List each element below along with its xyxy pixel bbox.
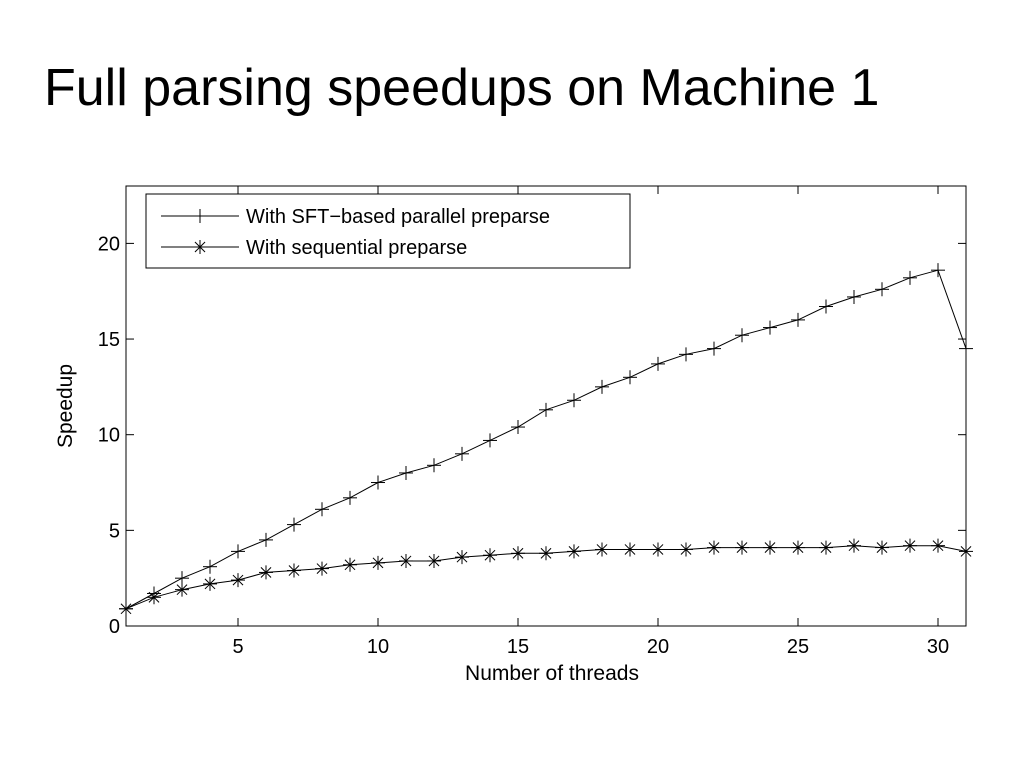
data-point xyxy=(735,328,749,343)
data-point xyxy=(287,563,301,578)
data-point xyxy=(315,561,329,576)
data-point xyxy=(315,502,329,517)
data-point xyxy=(147,590,161,605)
x-tick-label: 30 xyxy=(927,636,949,658)
data-point xyxy=(203,576,217,591)
y-tick-label: 10 xyxy=(98,425,120,447)
data-point xyxy=(427,553,441,568)
legend-label: With SFT−based parallel preparse xyxy=(246,206,550,228)
legend-label: With sequential preparse xyxy=(246,237,467,259)
data-point xyxy=(203,559,217,574)
data-point xyxy=(651,356,665,371)
data-point xyxy=(623,542,637,557)
legend-marker xyxy=(193,240,207,254)
data-point xyxy=(959,341,973,356)
data-point xyxy=(287,517,301,532)
legend-box xyxy=(145,193,631,269)
data-point xyxy=(399,553,413,568)
x-tick-label: 5 xyxy=(232,636,243,658)
y-axis-ticks: 0 5 10 15 20 xyxy=(98,233,966,638)
data-point xyxy=(343,490,357,505)
y-tick-label: 5 xyxy=(109,520,120,542)
data-point xyxy=(455,550,469,565)
data-point xyxy=(511,546,525,561)
data-point xyxy=(679,542,693,557)
data-point xyxy=(455,446,469,461)
data-point xyxy=(399,465,413,480)
legend: With SFT−based parallel preparse With seq… xyxy=(145,193,631,269)
x-axis-ticks: 5 10 15 20 25 30 xyxy=(232,186,949,658)
x-axis-label: Number of threads xyxy=(465,662,639,685)
data-point xyxy=(567,393,581,408)
data-point xyxy=(875,282,889,297)
data-point xyxy=(707,341,721,356)
x-tick-label: 15 xyxy=(507,636,529,658)
data-point xyxy=(567,544,581,559)
data-point xyxy=(119,601,133,616)
y-axis-label: Speedup xyxy=(54,364,77,448)
y-tick-label: 20 xyxy=(98,233,120,255)
data-point xyxy=(623,370,637,385)
y-tick-label: 15 xyxy=(98,329,120,351)
data-point xyxy=(427,458,441,473)
data-point xyxy=(791,540,805,555)
data-point xyxy=(791,312,805,327)
data-point xyxy=(371,475,385,490)
series-lines xyxy=(119,263,973,616)
y-tick-label: 0 xyxy=(109,616,120,638)
data-point xyxy=(539,546,553,561)
data-point xyxy=(819,299,833,314)
legend-marker xyxy=(193,209,207,223)
data-point xyxy=(259,532,273,547)
data-point xyxy=(511,420,525,435)
data-point xyxy=(231,573,245,588)
data-point xyxy=(679,347,693,362)
data-point xyxy=(903,270,917,285)
data-point xyxy=(931,538,945,553)
x-tick-label: 20 xyxy=(647,636,669,658)
data-point xyxy=(651,542,665,557)
data-point xyxy=(931,263,945,278)
data-point xyxy=(763,320,777,335)
data-point xyxy=(595,379,609,394)
data-point xyxy=(343,557,357,572)
legend-entry: With sequential preparse xyxy=(161,237,467,259)
data-point xyxy=(903,538,917,553)
series-sequential-preparse xyxy=(119,538,973,616)
data-point xyxy=(539,402,553,417)
data-point xyxy=(847,289,861,304)
data-point xyxy=(483,433,497,448)
data-point xyxy=(259,565,273,580)
data-point xyxy=(847,538,861,553)
x-tick-label: 10 xyxy=(367,636,389,658)
data-point xyxy=(959,544,973,559)
data-point xyxy=(483,548,497,563)
data-point xyxy=(763,540,777,555)
data-point xyxy=(707,540,721,555)
data-point xyxy=(371,555,385,570)
legend-entry: With SFT−based parallel preparse xyxy=(161,206,550,228)
data-point xyxy=(875,540,889,555)
slide-title: Full parsing speedups on Machine 1 xyxy=(44,59,880,117)
data-point xyxy=(735,540,749,555)
x-tick-label: 25 xyxy=(787,636,809,658)
data-point xyxy=(819,540,833,555)
data-point xyxy=(231,544,245,559)
data-point xyxy=(175,582,189,597)
data-point xyxy=(595,542,609,557)
